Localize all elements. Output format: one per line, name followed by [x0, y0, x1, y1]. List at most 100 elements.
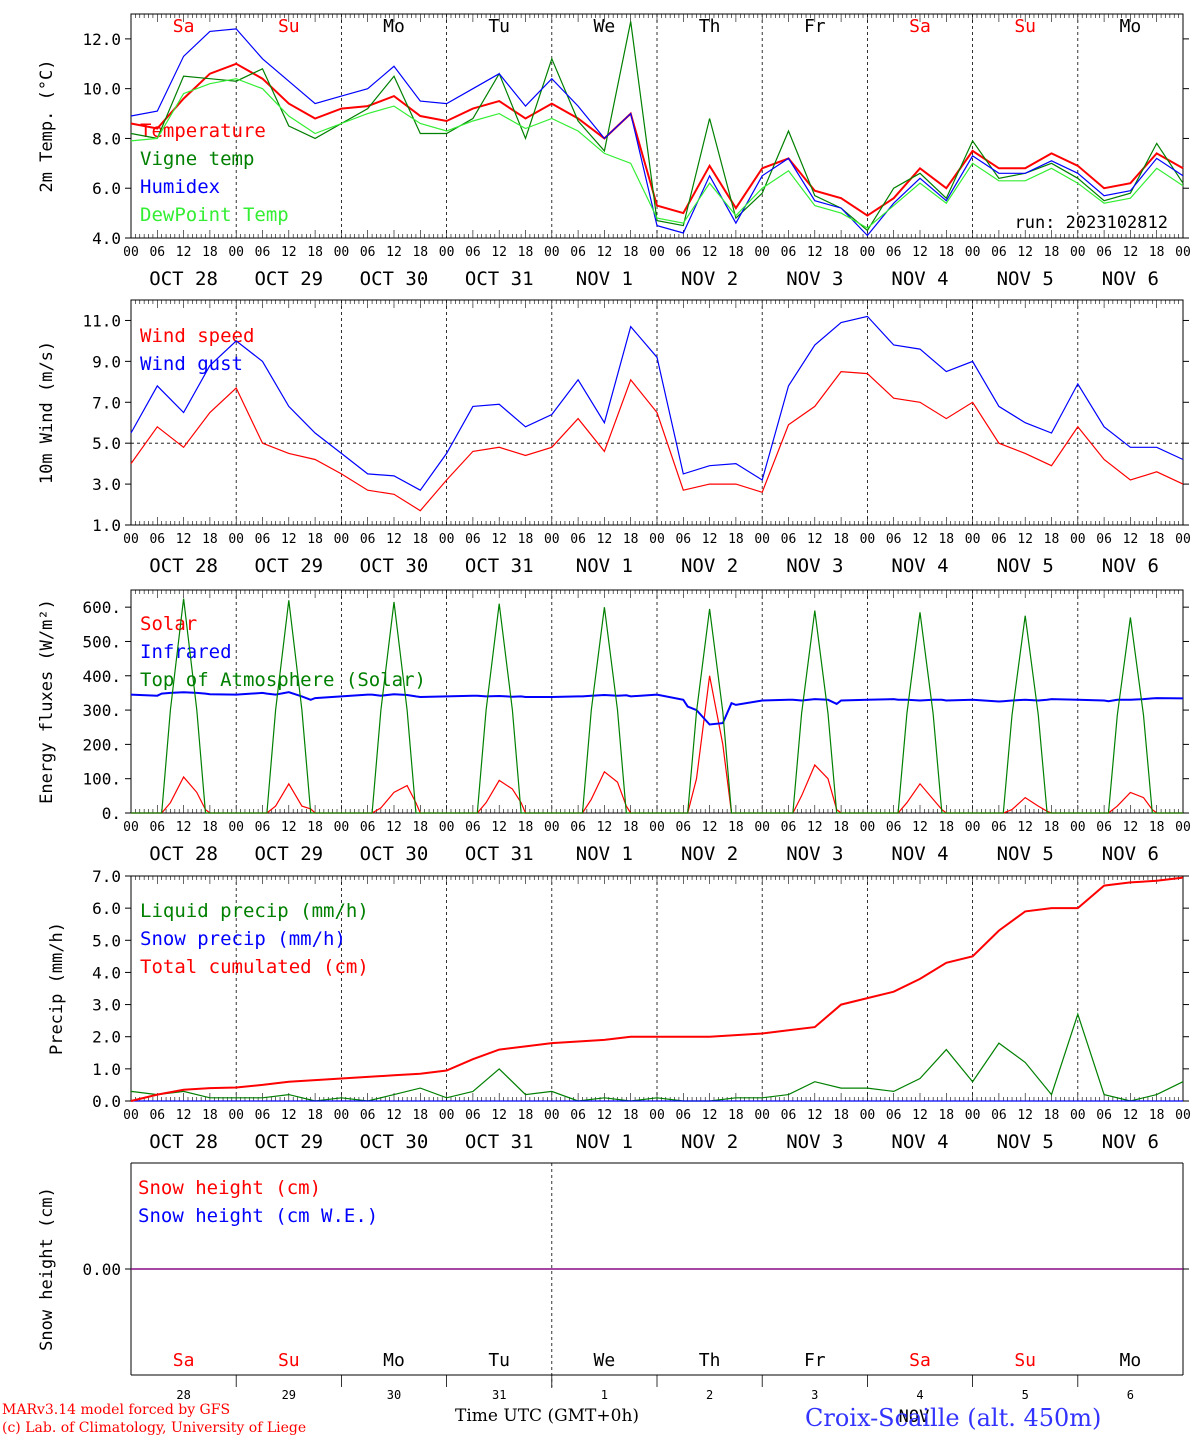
date-label: NOV 2 [681, 843, 738, 865]
hour-tick-label: 06 [255, 820, 271, 835]
panel-frame [130, 589, 1184, 814]
hour-tick-label: 00 [123, 245, 139, 260]
date-label: OCT 29 [254, 555, 323, 577]
hour-tick-label: 12 [491, 245, 507, 260]
hour-tick-label: 06 [465, 245, 481, 260]
day-label: Th [699, 16, 721, 37]
hour-tick-label: 00 [965, 245, 981, 260]
x-axis-title: Time UTC (GMT+0h) [455, 1406, 640, 1426]
hour-tick-label: 06 [360, 1108, 376, 1123]
hour-tick-label: 18 [938, 245, 954, 260]
hour-tick-label: 18 [1149, 532, 1165, 547]
hour-tick-label: 18 [307, 1108, 323, 1123]
hour-tick-label: 06 [149, 1108, 165, 1123]
hour-tick-label: 18 [412, 1108, 428, 1123]
y-tick-label: 9.0 [92, 352, 121, 371]
y-tick-label: 4.0 [92, 963, 121, 982]
hour-tick-label: 18 [938, 820, 954, 835]
hour-tick-label: 12 [1017, 245, 1033, 260]
day-label: Su [278, 16, 300, 37]
hour-tick-label: 00 [1175, 532, 1191, 547]
day-number-label: 3 [811, 1388, 818, 1402]
hour-tick-label: 00 [123, 1108, 139, 1123]
legend-entry: Wind speed [140, 325, 254, 347]
day-number-label: 31 [492, 1388, 506, 1402]
hour-tick-label: 06 [991, 245, 1007, 260]
day-number-label: 2 [706, 1388, 713, 1402]
day-label: Su [278, 1350, 300, 1371]
model-credit: MARv3.14 model forced by GFS [2, 1402, 231, 1418]
date-label: NOV 6 [1102, 555, 1159, 577]
date-label: NOV 2 [681, 555, 738, 577]
hour-tick-label: 00 [228, 245, 244, 260]
hour-tick-label: 06 [675, 820, 691, 835]
date-label: NOV 5 [997, 555, 1054, 577]
legend-entry: Snow precip (mm/h) [140, 928, 346, 950]
hour-tick-label: 00 [754, 820, 770, 835]
hour-tick-label: 12 [807, 1108, 823, 1123]
y-tick-label: 6.0 [92, 179, 121, 198]
date-label: OCT 28 [149, 843, 218, 865]
date-label: NOV 1 [576, 555, 633, 577]
hour-tick-label: 12 [281, 532, 297, 547]
hour-tick-label: 00 [649, 820, 665, 835]
y-tick-label: 6.0 [92, 899, 121, 918]
date-label: OCT 31 [465, 843, 534, 865]
day-label: Mo [383, 1350, 405, 1371]
hour-tick-label: 00 [1175, 820, 1191, 835]
series-line [130, 1012, 1184, 1102]
date-label: NOV 5 [997, 268, 1054, 290]
day-number-label: 6 [1127, 1388, 1134, 1402]
hour-tick-label: 12 [597, 245, 613, 260]
hour-tick-label: 12 [807, 532, 823, 547]
hour-tick-label: 12 [176, 532, 192, 547]
hour-tick-label: 00 [1070, 245, 1086, 260]
hour-tick-label: 00 [860, 532, 876, 547]
hour-tick-label: 06 [1096, 1108, 1112, 1123]
y-axis-label: Energy fluxes (W/m²) [37, 599, 57, 804]
hour-tick-label: 00 [228, 532, 244, 547]
hour-tick-label: 12 [1123, 1108, 1139, 1123]
hour-tick-label: 06 [886, 1108, 902, 1123]
date-label: NOV 3 [786, 555, 843, 577]
hour-tick-label: 06 [991, 532, 1007, 547]
hour-tick-label: 00 [1070, 820, 1086, 835]
hour-tick-label: 12 [1017, 820, 1033, 835]
hour-tick-label: 18 [623, 820, 639, 835]
hour-tick-label: 06 [465, 820, 481, 835]
month-label: NOV [899, 1407, 930, 1427]
hour-tick-label: 00 [544, 1108, 560, 1123]
hour-tick-label: 00 [544, 532, 560, 547]
hour-tick-label: 12 [912, 1108, 928, 1123]
hour-tick-label: 18 [833, 532, 849, 547]
series-line [130, 370, 1184, 512]
legend-entry: Infrared [140, 641, 232, 663]
date-label: NOV 4 [891, 843, 948, 865]
hour-tick-label: 12 [176, 820, 192, 835]
hour-tick-label: 18 [728, 245, 744, 260]
hour-tick-label: 00 [965, 820, 981, 835]
legend-entry: Solar [140, 613, 197, 635]
hour-tick-label: 06 [991, 1108, 1007, 1123]
hour-tick-label: 00 [754, 245, 770, 260]
hour-tick-label: 06 [149, 245, 165, 260]
date-label: NOV 1 [576, 268, 633, 290]
y-tick-label: 1.0 [92, 1060, 121, 1079]
hour-tick-label: 06 [781, 820, 797, 835]
hour-tick-label: 18 [307, 820, 323, 835]
date-label: NOV 4 [891, 555, 948, 577]
day-label: Su [1014, 1350, 1036, 1371]
hour-tick-label: 00 [439, 532, 455, 547]
legend-entry: Liquid precip (mm/h) [140, 900, 369, 922]
hour-tick-label: 18 [728, 1108, 744, 1123]
date-label: NOV 6 [1102, 843, 1159, 865]
legend-entry: Wind gust [140, 353, 243, 375]
hour-tick-label: 00 [544, 820, 560, 835]
hour-tick-label: 18 [1044, 245, 1060, 260]
hour-tick-label: 12 [597, 820, 613, 835]
hour-tick-label: 12 [176, 245, 192, 260]
hour-tick-label: 12 [281, 820, 297, 835]
hour-tick-label: 18 [833, 1108, 849, 1123]
y-tick-label: 12.0 [82, 30, 121, 49]
hour-tick-label: 18 [307, 245, 323, 260]
